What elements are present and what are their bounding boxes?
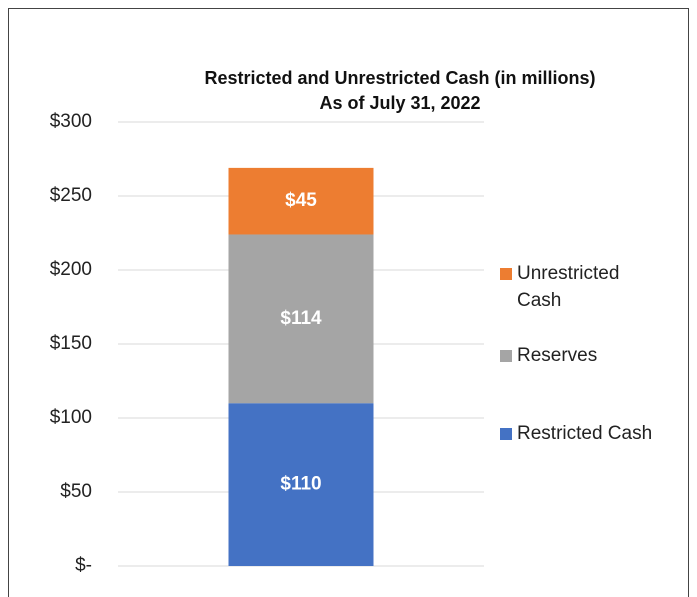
y-tick-label: $250	[50, 185, 92, 206]
legend-swatch	[500, 268, 512, 280]
y-tick-label: $200	[50, 259, 92, 280]
bar-segment	[228, 234, 374, 404]
bar-segment	[228, 167, 374, 235]
chart-subtitle: As of July 31, 2022	[319, 93, 480, 113]
data-label: $110	[280, 474, 321, 495]
legend-item: Unrestricted Cash	[500, 260, 667, 314]
legend-swatch	[500, 350, 512, 362]
legend-item: Restricted Cash	[500, 420, 667, 447]
legend-item: Reserves	[500, 342, 667, 369]
y-tick-label: $150	[50, 333, 92, 354]
y-tick-label: $50	[60, 481, 92, 502]
legend-label: Reserves	[517, 345, 598, 366]
legend-label: Unrestricted Cash	[517, 263, 620, 311]
y-tick-label: $100	[50, 407, 92, 428]
chart-title: Restricted and Unrestricted Cash (in mil…	[204, 68, 595, 88]
y-tick-label: $-	[75, 555, 92, 576]
data-label: $114	[280, 308, 322, 329]
data-label: $45	[285, 190, 317, 211]
legend-label: Restricted Cash	[517, 423, 653, 444]
bar-segment	[228, 403, 374, 566]
legend-swatch	[500, 428, 512, 440]
y-tick-label: $300	[50, 111, 92, 132]
